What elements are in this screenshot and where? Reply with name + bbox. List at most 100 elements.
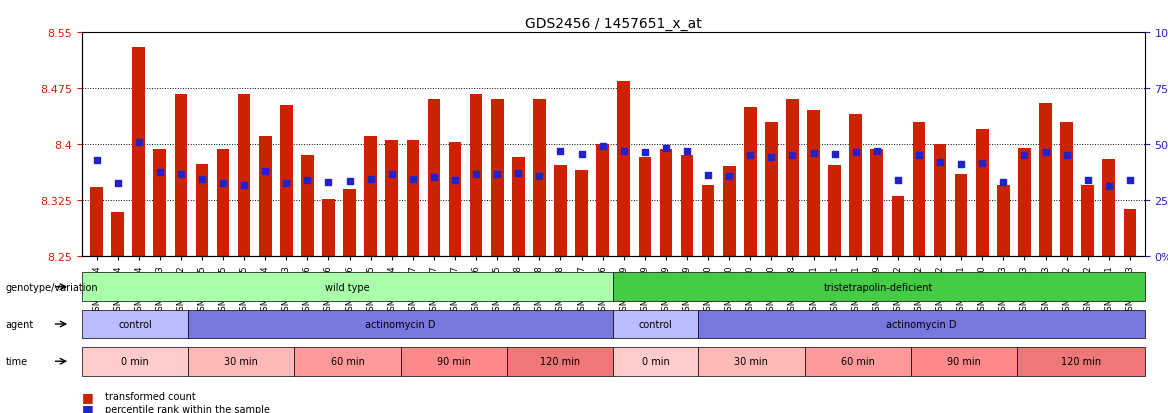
Point xyxy=(88,157,106,164)
Text: 30 min: 30 min xyxy=(224,356,258,366)
Bar xyxy=(702,185,715,256)
Point xyxy=(677,148,696,154)
Text: 120 min: 120 min xyxy=(1061,356,1101,366)
Point xyxy=(656,146,675,152)
Point xyxy=(826,151,844,158)
Bar xyxy=(618,81,630,256)
Point xyxy=(256,168,274,175)
Bar xyxy=(512,158,524,256)
Text: 0 min: 0 min xyxy=(121,356,148,366)
Point xyxy=(509,170,528,177)
Point xyxy=(931,159,950,166)
Bar xyxy=(597,145,609,256)
Point xyxy=(340,178,359,185)
Point xyxy=(762,154,780,161)
Point xyxy=(109,180,127,187)
Point xyxy=(719,173,738,180)
Bar xyxy=(343,189,356,256)
Bar xyxy=(1061,122,1073,256)
Point xyxy=(572,151,591,158)
Text: 120 min: 120 min xyxy=(540,356,580,366)
Bar xyxy=(427,100,440,256)
Bar xyxy=(807,110,820,256)
Point xyxy=(214,180,232,187)
Bar xyxy=(449,143,461,256)
Point xyxy=(805,150,823,157)
Point xyxy=(425,175,444,181)
Point xyxy=(994,179,1013,186)
Bar xyxy=(1103,159,1115,256)
Bar xyxy=(259,137,271,256)
Bar xyxy=(828,165,841,256)
Bar xyxy=(933,145,946,256)
Bar xyxy=(954,174,967,256)
Bar xyxy=(301,156,314,256)
Point xyxy=(551,148,570,154)
Bar xyxy=(174,95,187,256)
Text: percentile rank within the sample: percentile rank within the sample xyxy=(105,404,270,413)
Title: GDS2456 / 1457651_x_at: GDS2456 / 1457651_x_at xyxy=(524,17,702,31)
Bar xyxy=(660,150,673,256)
Text: agent: agent xyxy=(6,319,34,329)
Point xyxy=(868,148,887,154)
Point xyxy=(151,169,169,176)
Bar xyxy=(322,199,335,256)
Text: control: control xyxy=(118,319,152,329)
Bar xyxy=(744,107,757,256)
Point xyxy=(277,180,296,187)
Point xyxy=(783,152,801,159)
Bar xyxy=(153,150,166,256)
Bar xyxy=(111,213,124,256)
Point xyxy=(488,171,507,178)
Bar xyxy=(765,122,778,256)
Bar xyxy=(470,95,482,256)
Bar xyxy=(238,95,250,256)
Bar xyxy=(491,100,503,256)
Point xyxy=(1057,152,1076,159)
Text: 30 min: 30 min xyxy=(735,356,769,366)
Bar xyxy=(870,150,883,256)
Bar xyxy=(1124,210,1136,256)
Point xyxy=(172,171,190,178)
Point xyxy=(446,177,465,183)
Point xyxy=(1099,184,1118,190)
Point xyxy=(741,152,759,159)
Bar xyxy=(681,156,694,256)
Text: actinomycin D: actinomycin D xyxy=(366,319,436,329)
Point xyxy=(1036,149,1055,156)
Point xyxy=(1078,177,1097,183)
Text: actinomycin D: actinomycin D xyxy=(887,319,957,329)
Point xyxy=(1015,152,1034,159)
Bar xyxy=(997,185,1009,256)
Point xyxy=(130,139,148,146)
Bar xyxy=(912,122,925,256)
Point xyxy=(467,171,486,178)
Bar xyxy=(385,141,398,256)
Bar xyxy=(90,188,103,256)
Text: ■: ■ xyxy=(82,402,93,413)
Text: control: control xyxy=(639,319,673,329)
Point xyxy=(593,143,612,150)
Point xyxy=(698,173,717,179)
Bar xyxy=(217,150,229,256)
Text: 60 min: 60 min xyxy=(331,356,364,366)
Bar xyxy=(280,106,293,256)
Text: transformed count: transformed count xyxy=(105,392,196,401)
Text: 90 min: 90 min xyxy=(947,356,981,366)
Point xyxy=(403,176,422,183)
Text: 90 min: 90 min xyxy=(437,356,471,366)
Point xyxy=(910,152,929,159)
Bar xyxy=(1082,185,1094,256)
Point xyxy=(298,177,317,183)
Text: time: time xyxy=(6,356,28,366)
Bar xyxy=(723,167,736,256)
Bar xyxy=(891,197,904,256)
Bar xyxy=(575,171,588,256)
Bar xyxy=(554,165,566,256)
Bar xyxy=(849,115,862,256)
Text: 0 min: 0 min xyxy=(642,356,669,366)
Text: tristetrapolin-deficient: tristetrapolin-deficient xyxy=(825,282,933,292)
Bar xyxy=(1018,148,1030,256)
Bar xyxy=(786,100,799,256)
Bar xyxy=(195,165,208,256)
